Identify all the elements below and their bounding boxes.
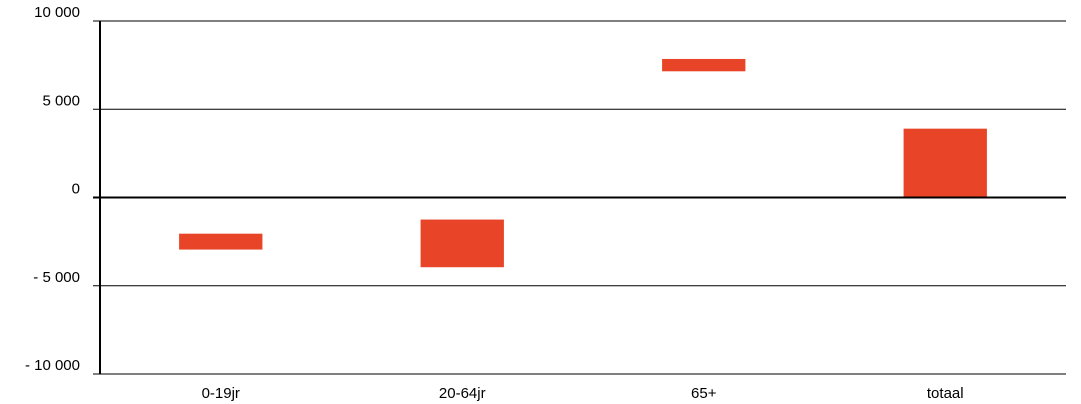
bars <box>179 58 987 268</box>
y-tick-label: 5 000 <box>42 92 80 109</box>
x-category-label: 65+ <box>691 385 717 402</box>
axes <box>93 21 1066 374</box>
bar-totaal <box>903 128 987 198</box>
bar-20-64jr <box>420 219 504 268</box>
x-category-label: 0-19jr <box>202 385 240 402</box>
y-tick-label: - 5 000 <box>33 269 80 286</box>
y-tick-labels: 10 000 5 000 0 - 5 000 - 10 000 <box>25 4 80 374</box>
y-tick-label: - 10 000 <box>25 357 80 374</box>
y-tick-label: 0 <box>72 181 80 198</box>
bar-65- <box>662 58 746 72</box>
x-category-label: totaal <box>927 385 964 402</box>
x-category-labels: 0-19jr 20-64jr 65+ totaal <box>202 385 964 402</box>
y-tick-label: 10 000 <box>34 4 80 21</box>
bar-0-19jr <box>179 233 263 250</box>
gridlines <box>93 20 1066 375</box>
x-category-label: 20-64jr <box>439 385 486 402</box>
